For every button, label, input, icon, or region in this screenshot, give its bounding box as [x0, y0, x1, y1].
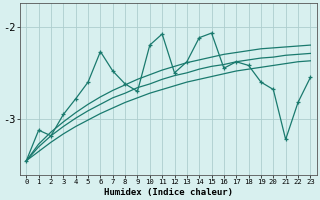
X-axis label: Humidex (Indice chaleur): Humidex (Indice chaleur): [104, 188, 233, 197]
